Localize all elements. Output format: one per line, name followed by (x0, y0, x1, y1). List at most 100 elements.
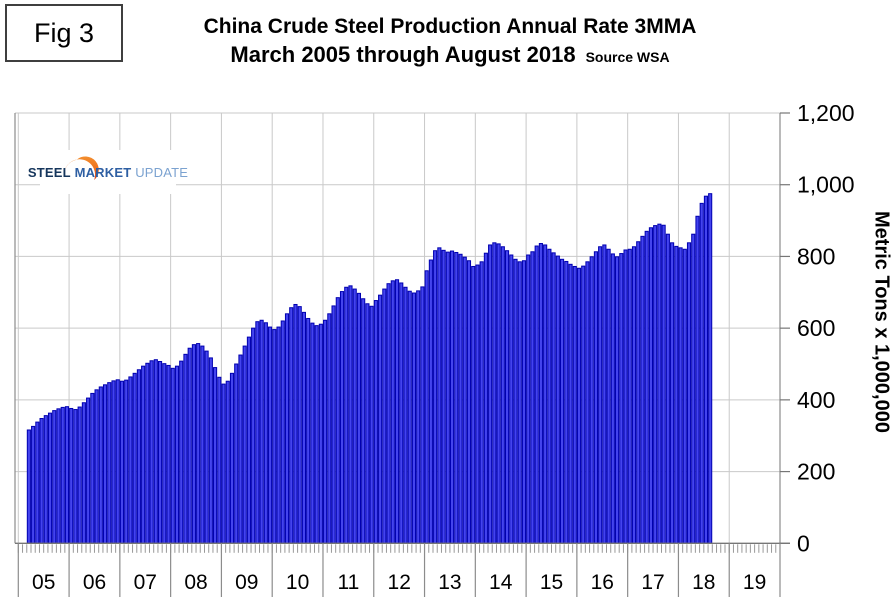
bar (145, 362, 150, 544)
bar (530, 251, 535, 544)
bar (200, 345, 205, 544)
bar (77, 406, 82, 544)
bar (158, 361, 163, 544)
bar (246, 336, 251, 544)
bar (81, 402, 86, 544)
bar (132, 372, 137, 544)
bar (52, 410, 57, 544)
bar (69, 407, 74, 544)
bar (323, 319, 328, 544)
bar (238, 354, 243, 544)
bar (428, 259, 433, 544)
bar (699, 202, 704, 544)
figure-label-box: Fig 3 (5, 4, 123, 62)
bar (399, 282, 404, 544)
bar (619, 253, 624, 544)
year-label: 11 (337, 571, 359, 594)
bar (26, 429, 31, 544)
bar (35, 421, 40, 544)
bar (416, 290, 421, 544)
bar (153, 359, 158, 544)
logo-word-steel: STEEL (27, 164, 71, 180)
logo-words: STEEL MARKET UPDATE (28, 165, 188, 180)
bar (386, 283, 391, 544)
year-label: 05 (32, 571, 55, 594)
y-tick-label: 0 (797, 530, 810, 556)
year-label: 07 (134, 571, 157, 594)
bar (166, 364, 171, 544)
bar (492, 242, 497, 544)
bar (141, 365, 146, 544)
bar (310, 322, 315, 544)
bar (695, 215, 700, 544)
bar (560, 258, 565, 544)
y-axis-title: Metric Tons x 1,000,000 (870, 211, 893, 433)
bar (551, 252, 556, 544)
bar (581, 265, 586, 544)
bars-layer (26, 193, 713, 544)
bar (221, 383, 226, 544)
bar (229, 372, 235, 544)
bar (390, 280, 395, 544)
bar (631, 246, 637, 544)
bar (344, 286, 349, 544)
bar (335, 297, 340, 544)
bar (627, 248, 632, 544)
bar (268, 326, 273, 544)
bar (538, 243, 543, 544)
bar (369, 305, 374, 544)
bar (187, 347, 192, 544)
bar (526, 254, 531, 544)
bar (564, 260, 569, 544)
bar (420, 286, 425, 544)
bar (691, 233, 696, 544)
bar (289, 307, 294, 544)
bar (339, 291, 345, 544)
logo-word-market: MARKET (74, 164, 132, 180)
bar (174, 365, 180, 544)
labels-layer: 0 200 400 600 800 1,000 1,200 05 06 07 08 09 10 11 12 1… (32, 100, 855, 594)
bar (170, 367, 175, 544)
y-tick-label: 1,200 (797, 100, 855, 126)
bar (318, 323, 323, 544)
bar (708, 193, 713, 544)
year-label: 10 (286, 571, 309, 594)
bar (458, 253, 463, 544)
bar (107, 382, 112, 544)
bar (327, 313, 332, 544)
bar (306, 317, 311, 544)
bar (449, 250, 455, 544)
bar (94, 389, 99, 544)
bar (179, 360, 184, 544)
logo-crescent-icon (64, 156, 99, 181)
bar (31, 425, 36, 544)
bar (280, 320, 285, 544)
year-label: 18 (692, 571, 715, 594)
bar (576, 267, 582, 544)
bar (509, 254, 514, 544)
bar (479, 261, 484, 544)
bar (682, 248, 687, 544)
bar (217, 376, 222, 544)
bar (454, 251, 459, 544)
axes-layer (14, 112, 790, 597)
bar (86, 397, 91, 544)
bar (424, 270, 429, 544)
bar (60, 406, 65, 544)
year-label: 16 (591, 571, 614, 594)
bar (602, 244, 607, 544)
bar (348, 285, 353, 544)
bar (225, 380, 230, 544)
bar (543, 244, 548, 544)
bar (378, 294, 383, 544)
bar (670, 242, 675, 544)
bar (90, 392, 95, 544)
bar (445, 251, 450, 544)
bar (441, 249, 446, 544)
bar (255, 321, 260, 544)
bar (124, 379, 129, 544)
bar (665, 233, 670, 544)
bar (136, 369, 141, 544)
bar (394, 279, 400, 544)
